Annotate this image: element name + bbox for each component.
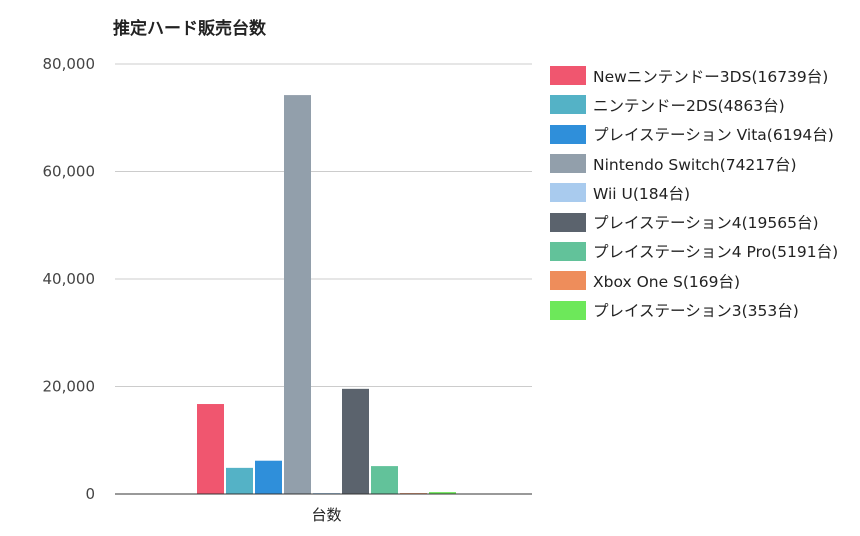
x-tick-label: 台数 <box>311 506 341 524</box>
bar <box>342 388 369 494</box>
bar <box>255 460 282 494</box>
bar <box>226 467 253 494</box>
legend-swatch <box>550 154 586 174</box>
y-axis-ticks: 0 20,000 40,000 60,000 80,000 <box>43 55 96 503</box>
legend-label: プレイステーション Vita(6194台) <box>593 126 834 145</box>
legend-item[interactable]: プレイステーション4(19565台) <box>550 207 838 236</box>
legend-label: プレイステーション4(19565台) <box>593 214 819 233</box>
bar <box>429 492 456 494</box>
bars <box>197 95 456 495</box>
legend-item[interactable]: Newニンテンドー3DS(16739台) <box>550 61 838 90</box>
legend-item[interactable]: プレイステーション Vita(6194台) <box>550 120 838 149</box>
legend-swatch <box>550 95 586 115</box>
y-tick-label: 20,000 <box>43 378 96 396</box>
legend-item[interactable]: Nintendo Switch(74217台) <box>550 149 838 178</box>
legend-item[interactable]: Xbox One S(169台) <box>550 266 838 295</box>
y-tick-label: 0 <box>85 485 95 503</box>
legend-label: プレイステーション3(353台) <box>593 302 799 321</box>
x-axis: 台数 <box>115 493 532 524</box>
legend-item[interactable]: プレイステーション3(353台) <box>550 295 838 324</box>
legend-swatch <box>550 183 586 203</box>
legend-swatch <box>550 271 586 291</box>
y-tick-label: 80,000 <box>43 55 96 73</box>
chart-title: 推定ハード販売台数 <box>113 19 266 39</box>
legend-swatch <box>550 66 586 86</box>
legend-label: プレイステーション4 Pro(5191台) <box>593 243 839 262</box>
legend-label: ニンテンドー2DS(4863台) <box>593 96 785 115</box>
legend-swatch <box>550 124 586 144</box>
legend-swatch <box>550 212 586 232</box>
y-tick-label: 60,000 <box>43 163 96 181</box>
legend-item[interactable]: ニンテンドー2DS(4863台) <box>550 90 838 119</box>
legend-label: Xbox One S(169台) <box>593 272 741 291</box>
legend-item[interactable]: Wii U(184台) <box>550 178 838 207</box>
legend-label: Wii U(184台) <box>593 184 691 203</box>
bar <box>197 404 224 494</box>
legend-swatch <box>550 241 586 261</box>
bar <box>284 95 311 495</box>
legend-label: Newニンテンドー3DS(16739台) <box>593 67 829 86</box>
legend-item[interactable]: プレイステーション4 Pro(5191台) <box>550 237 838 266</box>
bar-chart: 0 20,000 40,000 60,000 80,000 台数 <box>43 55 532 524</box>
legend-swatch <box>550 300 586 320</box>
y-tick-label: 40,000 <box>43 270 96 288</box>
legend: Newニンテンドー3DS(16739台) ニンテンドー2DS(4863台) プレイス… <box>550 61 838 325</box>
legend-label: Nintendo Switch(74217台) <box>593 155 797 174</box>
gridlines <box>115 63 532 387</box>
bar <box>371 466 398 494</box>
